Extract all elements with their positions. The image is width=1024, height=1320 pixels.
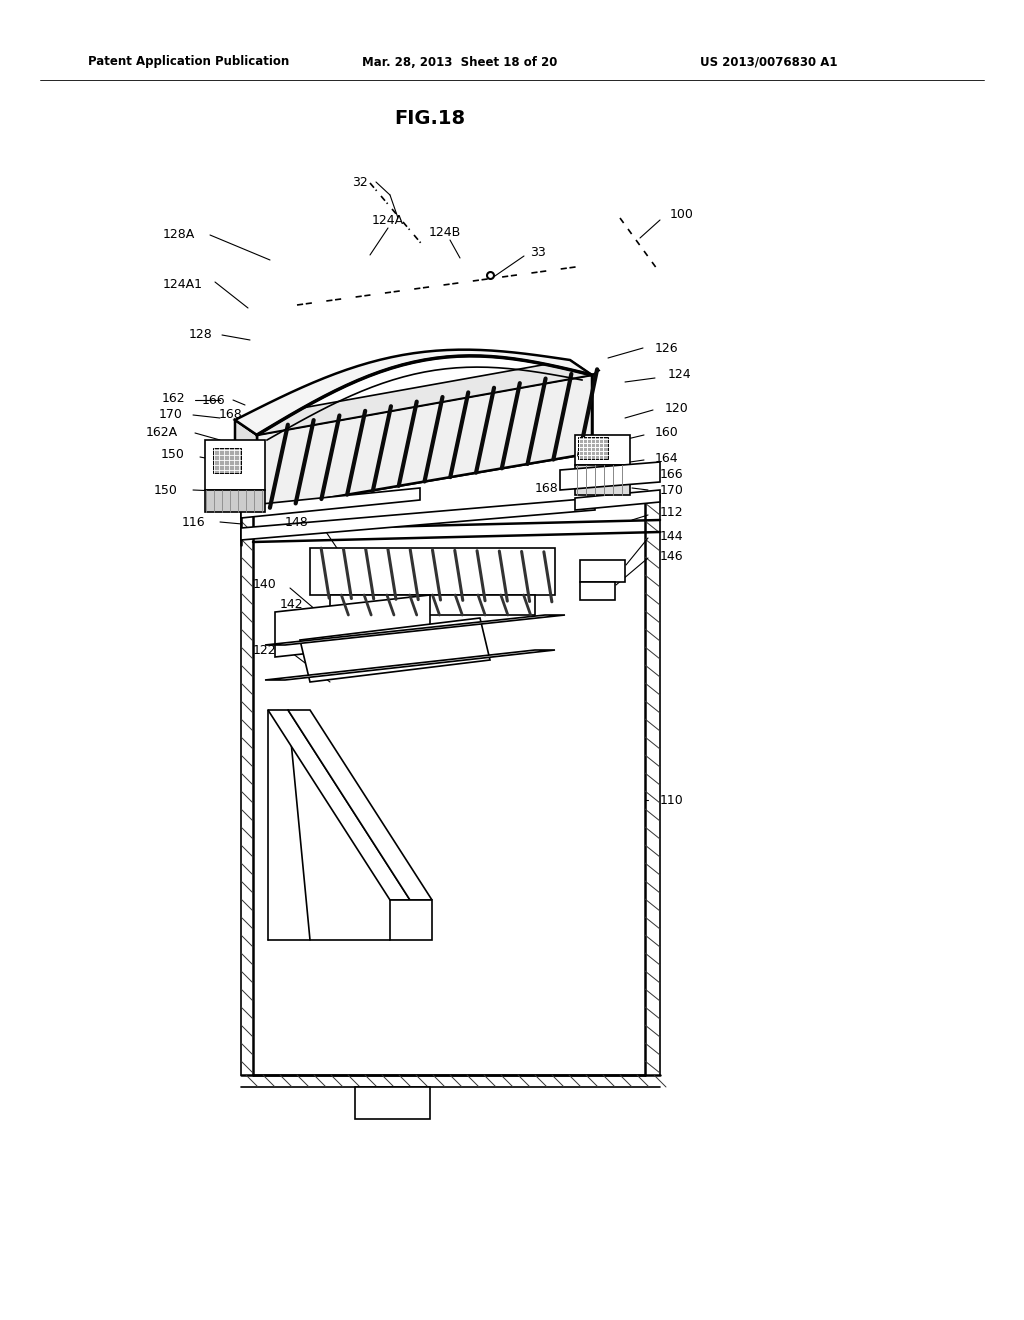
Text: 110: 110: [660, 793, 684, 807]
Text: 144: 144: [660, 529, 684, 543]
Text: 128: 128: [188, 329, 212, 342]
Text: 140: 140: [252, 578, 276, 591]
Polygon shape: [592, 370, 600, 375]
Text: US 2013/0076830 A1: US 2013/0076830 A1: [700, 55, 838, 69]
Text: Patent Application Publication: Patent Application Publication: [88, 55, 289, 69]
Polygon shape: [310, 548, 555, 595]
Text: 162A: 162A: [145, 425, 178, 438]
Text: 162: 162: [162, 392, 185, 404]
Polygon shape: [265, 615, 565, 645]
Polygon shape: [288, 710, 432, 900]
Text: 170: 170: [159, 408, 183, 421]
Polygon shape: [330, 595, 535, 615]
Text: 160: 160: [655, 425, 679, 438]
Text: 126: 126: [655, 342, 679, 355]
Text: 150: 150: [161, 449, 185, 462]
Polygon shape: [213, 447, 241, 473]
Text: 32: 32: [352, 176, 368, 189]
Text: 164: 164: [655, 451, 679, 465]
Text: 128A: 128A: [163, 228, 195, 242]
Polygon shape: [234, 350, 592, 436]
Polygon shape: [265, 649, 555, 680]
Text: 120: 120: [665, 401, 689, 414]
Polygon shape: [275, 595, 430, 657]
Bar: [580, 560, 625, 582]
Text: 100: 100: [670, 209, 694, 222]
Text: 168: 168: [218, 408, 242, 421]
Text: 112: 112: [660, 507, 684, 520]
Polygon shape: [575, 490, 660, 510]
Polygon shape: [575, 436, 630, 465]
Text: 166: 166: [202, 393, 225, 407]
Polygon shape: [300, 618, 490, 682]
Text: 122: 122: [252, 644, 276, 656]
Text: 124A: 124A: [372, 214, 404, 227]
Text: 166: 166: [660, 469, 684, 482]
Text: 148: 148: [285, 516, 308, 528]
Polygon shape: [390, 900, 432, 940]
Polygon shape: [575, 465, 630, 495]
Text: 124: 124: [668, 368, 691, 381]
Polygon shape: [234, 420, 257, 510]
Bar: [580, 582, 615, 601]
Polygon shape: [257, 375, 592, 510]
Text: 150: 150: [155, 483, 178, 496]
Bar: [355, 1086, 430, 1119]
Text: 146: 146: [660, 549, 684, 562]
Text: 142: 142: [280, 598, 303, 611]
Text: 124B: 124B: [429, 226, 461, 239]
Text: 168: 168: [535, 482, 558, 495]
Text: 116: 116: [181, 516, 205, 528]
Polygon shape: [241, 498, 595, 540]
Polygon shape: [241, 488, 420, 517]
Polygon shape: [234, 360, 592, 436]
Polygon shape: [205, 490, 265, 512]
Polygon shape: [560, 462, 660, 490]
Text: 33: 33: [530, 246, 546, 259]
Polygon shape: [578, 437, 608, 459]
Text: 124A1: 124A1: [163, 277, 203, 290]
Polygon shape: [268, 710, 410, 900]
Text: Mar. 28, 2013  Sheet 18 of 20: Mar. 28, 2013 Sheet 18 of 20: [362, 55, 557, 69]
Polygon shape: [205, 440, 265, 490]
Text: FIG.18: FIG.18: [394, 108, 466, 128]
Text: 170: 170: [660, 483, 684, 496]
Polygon shape: [249, 430, 257, 436]
